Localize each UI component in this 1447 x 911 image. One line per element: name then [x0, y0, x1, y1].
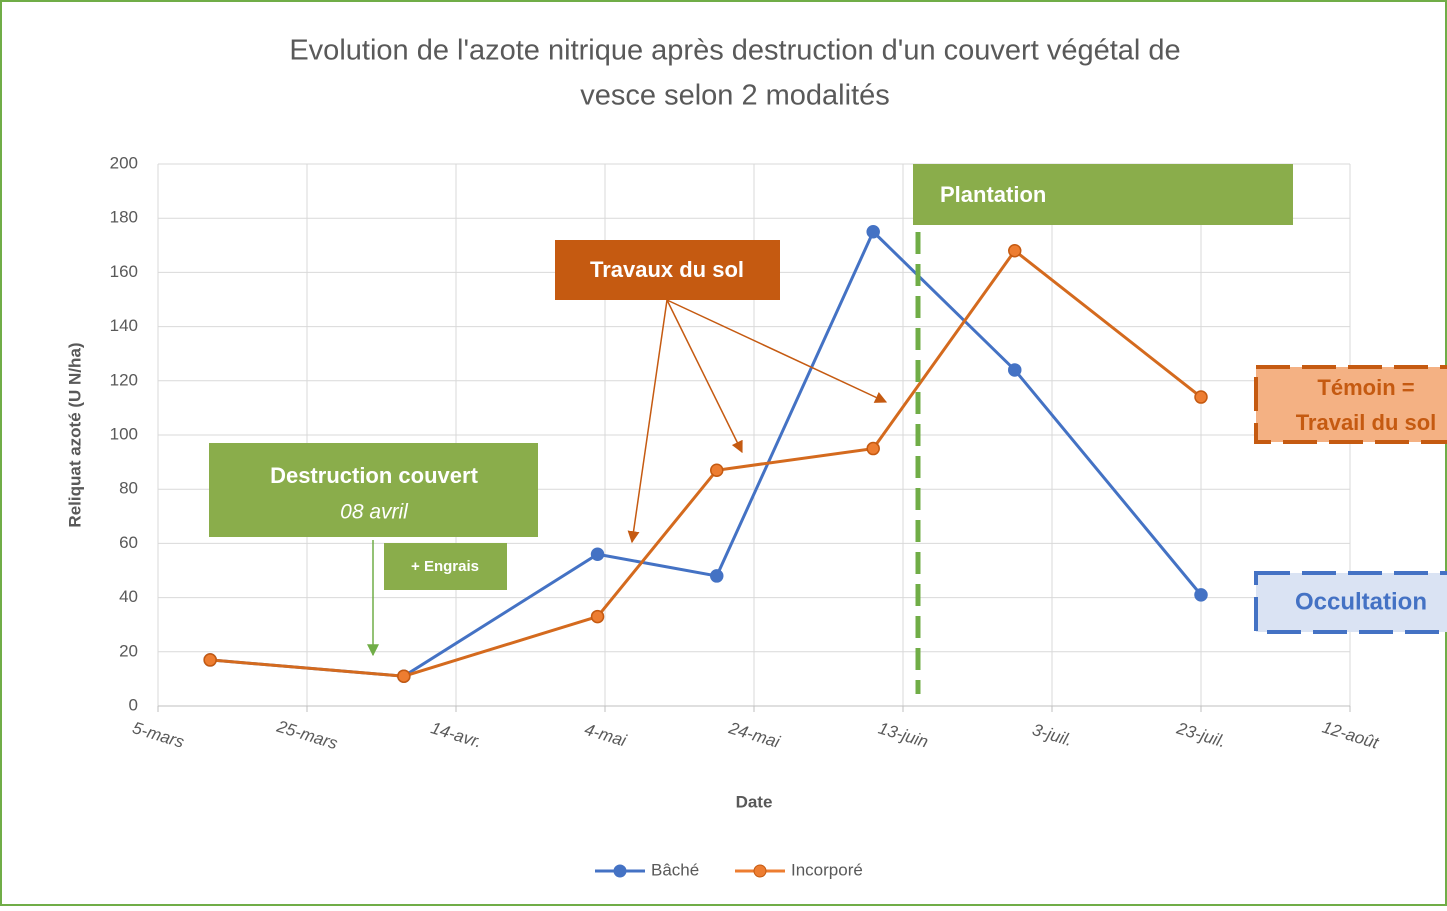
occultation-label: Occultation: [1295, 588, 1427, 615]
chart-subtitle: vesce selon 2 modalités: [580, 80, 890, 112]
data-point: [1008, 243, 1022, 258]
travaux-arrows: [627, 299, 888, 544]
travaux-label: Travaux du sol: [590, 257, 744, 282]
engrais-box: [384, 543, 507, 590]
y-tick-label: 40: [119, 587, 138, 606]
y-tick-label: 20: [119, 641, 138, 660]
data-point: [866, 441, 880, 456]
temoin-box: [1254, 365, 1447, 444]
data-point: [866, 225, 880, 239]
y-tick-label: 140: [110, 316, 138, 335]
y-tick-label: 0: [129, 695, 138, 714]
y-tick-label: 200: [110, 153, 138, 172]
data-point: [710, 463, 724, 477]
y-tick-label: 120: [110, 370, 138, 389]
destruction-date: 08 avril: [340, 501, 409, 524]
destruction-label: Destruction couvert: [270, 463, 478, 488]
x-axis-title: Date: [736, 792, 773, 811]
data-point: [590, 609, 605, 624]
engrais-label: + Engrais: [411, 558, 479, 575]
y-tick-label: 180: [110, 208, 138, 227]
legend-marker: [753, 864, 767, 878]
destruction-box: [209, 443, 538, 537]
data-point: [397, 669, 411, 683]
plantation-label: Plantation: [940, 182, 1046, 207]
legend-label: Incorporé: [791, 860, 863, 879]
data-point: [1008, 363, 1022, 377]
y-axis-title: Reliquat azoté (U N/ha): [65, 342, 84, 527]
data-point: [1194, 390, 1208, 404]
legend-marker: [613, 864, 627, 878]
temoin-label-2: Travail du sol: [1296, 410, 1437, 435]
data-point: [590, 547, 605, 561]
y-tick-label: 160: [110, 262, 138, 281]
travaux-box: [555, 240, 780, 300]
y-tick-label: 80: [119, 479, 138, 498]
temoin-label-1: Témoin =: [1317, 375, 1414, 400]
y-tick-label: 60: [119, 533, 138, 552]
data-point: [1194, 588, 1208, 602]
data-point: [710, 569, 724, 583]
chart-title: Evolution de l'azote nitrique après dest…: [289, 35, 1180, 67]
legend-label: Bâché: [651, 860, 699, 879]
occultation-box: [1254, 571, 1447, 634]
plantation-box: [913, 164, 1293, 225]
data-point: [203, 653, 217, 667]
y-tick-label: 100: [110, 424, 138, 443]
